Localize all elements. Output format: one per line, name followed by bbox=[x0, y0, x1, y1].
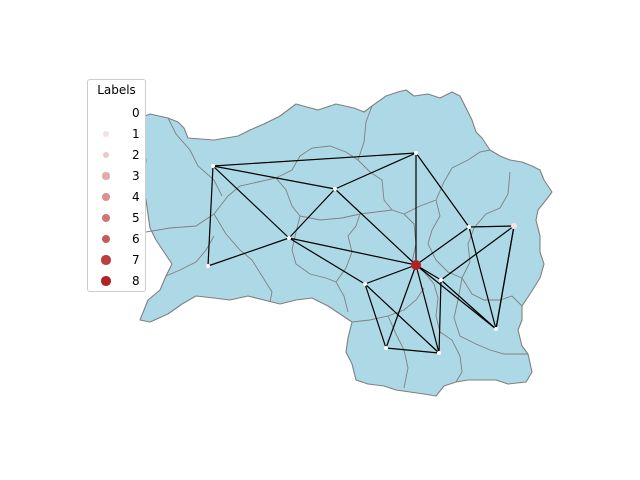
legend-marker bbox=[102, 151, 110, 159]
legend-label: 8 bbox=[132, 274, 140, 288]
graph-edge bbox=[364, 264, 417, 285]
legend-label: 1 bbox=[132, 127, 140, 141]
graph-node bbox=[384, 346, 388, 350]
graph-edge bbox=[468, 225, 515, 228]
graph-node bbox=[414, 151, 418, 155]
legend-label: 4 bbox=[132, 190, 140, 204]
legend-label: 2 bbox=[132, 148, 140, 162]
district-border bbox=[453, 277, 528, 355]
graph-edge bbox=[364, 283, 387, 349]
graph-edge bbox=[207, 237, 290, 267]
legend-item: 6 bbox=[88, 229, 145, 250]
legend-marker bbox=[101, 213, 111, 223]
district-border bbox=[357, 159, 393, 211]
graph-edge bbox=[468, 226, 497, 330]
region-outline bbox=[139, 89, 553, 397]
graph-edge bbox=[212, 165, 336, 190]
graph-edge bbox=[385, 264, 417, 349]
legend-item: 4 bbox=[88, 187, 145, 208]
graph-edge bbox=[364, 283, 440, 354]
graph-edge bbox=[288, 237, 417, 266]
graph-edge bbox=[415, 152, 470, 228]
graph-edge bbox=[207, 165, 214, 267]
legend-item: 2 bbox=[88, 145, 145, 166]
legend-marker bbox=[101, 276, 111, 286]
legend: Labels 0 1 2 3 4 5 6 7 8 bbox=[87, 79, 146, 292]
district-border bbox=[167, 117, 223, 197]
legend-item: 7 bbox=[88, 250, 145, 271]
district-border bbox=[145, 105, 373, 233]
district-border bbox=[427, 199, 463, 279]
graph-edge bbox=[385, 347, 440, 354]
graph-node bbox=[211, 164, 215, 168]
graph-edge bbox=[440, 279, 497, 330]
edge-layer bbox=[207, 152, 515, 354]
legend-label: 0 bbox=[132, 106, 140, 120]
graph-node bbox=[467, 225, 471, 229]
graph-edge bbox=[415, 264, 497, 330]
graph-edge bbox=[212, 152, 417, 167]
legend-item: 3 bbox=[88, 166, 145, 187]
district-border bbox=[291, 215, 349, 313]
legend-item: 5 bbox=[88, 208, 145, 229]
district-border bbox=[335, 213, 361, 283]
legend-item: 8 bbox=[88, 271, 145, 292]
graph-node bbox=[287, 236, 291, 240]
legend-marker bbox=[103, 131, 109, 137]
legend-label: 6 bbox=[132, 232, 140, 246]
legend-label: 5 bbox=[132, 211, 140, 225]
graph-node bbox=[206, 264, 210, 268]
graph-edge bbox=[415, 264, 440, 354]
district-border bbox=[403, 149, 491, 215]
graph-edge bbox=[288, 237, 366, 285]
legend-title: Labels bbox=[97, 83, 136, 97]
graph-node bbox=[411, 260, 421, 270]
graph-edge bbox=[440, 225, 515, 281]
graph-edge bbox=[415, 226, 470, 266]
graph-edge bbox=[334, 188, 417, 266]
legend-label: 3 bbox=[132, 169, 140, 183]
district-border bbox=[461, 277, 523, 307]
legend-item: 1 bbox=[88, 124, 145, 145]
graph-node bbox=[439, 278, 443, 282]
legend-label: 7 bbox=[132, 253, 140, 267]
graph-edge bbox=[438, 279, 442, 354]
legend-marker bbox=[101, 255, 111, 265]
graph-node bbox=[511, 223, 517, 229]
graph-node bbox=[494, 327, 498, 331]
legend-marker bbox=[101, 234, 111, 244]
legend-marker bbox=[104, 111, 108, 115]
district-border bbox=[213, 213, 273, 303]
legend-item: 0 bbox=[88, 103, 145, 124]
legend-marker bbox=[102, 172, 110, 180]
legend-marker bbox=[102, 193, 110, 201]
district-border bbox=[439, 331, 463, 383]
graph-edge bbox=[334, 152, 417, 190]
graph-edge bbox=[495, 225, 515, 330]
graph-edge bbox=[212, 165, 290, 239]
node-layer bbox=[206, 151, 517, 355]
graph-node bbox=[333, 187, 337, 191]
graph-edge bbox=[288, 188, 336, 239]
graph-node bbox=[437, 351, 441, 355]
graph-node bbox=[363, 282, 367, 286]
